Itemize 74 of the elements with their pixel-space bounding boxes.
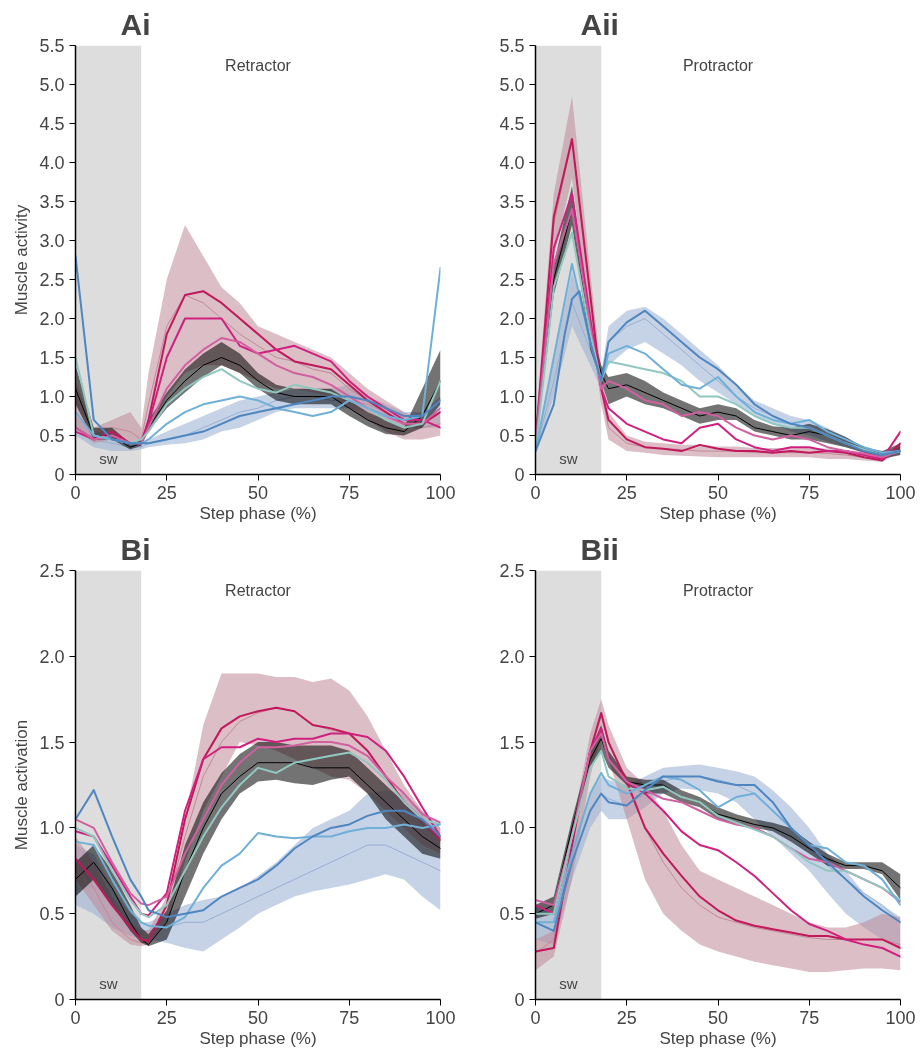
y-tick-label: 4.5 <box>499 114 525 134</box>
y-tick-label: 3.5 <box>499 192 525 212</box>
x-tick-label: 100 <box>425 1007 456 1028</box>
y-tick-label: 0.5 <box>499 904 525 925</box>
text: Protractor <box>682 581 754 599</box>
text: Protractor <box>682 56 754 74</box>
y-tick-label: 2.5 <box>499 561 525 581</box>
x-tick-label: 50 <box>707 1007 729 1028</box>
x-tick-label: 0 <box>70 482 81 503</box>
y-tick-label: 0 <box>54 990 65 1010</box>
x-tick-label: 75 <box>799 482 820 503</box>
y-tick-label: 1.5 <box>39 732 65 753</box>
chart-title: Bi <box>120 532 151 566</box>
x-axis-title: Step phase (%) <box>199 1028 317 1048</box>
chart-title: Ai <box>120 7 151 41</box>
y-axis-title: Muscle activation <box>12 719 32 851</box>
band-label: sw <box>559 449 578 467</box>
band-label: sw <box>99 974 118 992</box>
x-tick-label: 75 <box>339 482 360 503</box>
y-tick-label: 4.0 <box>499 153 525 173</box>
chart-title: Bii <box>580 532 619 566</box>
x-tick-label: 100 <box>425 482 456 503</box>
band-label: sw <box>559 974 578 992</box>
x-tick-label: 0 <box>530 1007 541 1028</box>
chart-title: Aii <box>580 7 619 41</box>
y-tick-label: 1.0 <box>499 387 525 407</box>
y-tick-label: 0.5 <box>39 426 65 446</box>
y-tick-label: 5.5 <box>39 36 65 56</box>
text: Retractor <box>225 56 292 74</box>
y-tick-label: 5.0 <box>499 75 525 95</box>
y-tick-label: 5.0 <box>39 75 65 95</box>
y-tick-label: 3.0 <box>39 231 65 251</box>
y-tick-label: 3.0 <box>499 231 525 251</box>
y-tick-label: 4.0 <box>39 153 65 173</box>
y-tick-label: 0.5 <box>499 426 525 446</box>
x-tick-label: 75 <box>799 1007 820 1028</box>
x-tick-label: 0 <box>530 482 541 503</box>
y-tick-label: 1.0 <box>499 818 525 839</box>
x-tick-label: 50 <box>247 482 269 503</box>
x-tick-label: 100 <box>885 482 916 503</box>
y-tick-label: 4.5 <box>39 114 65 134</box>
y-tick-label: 2.5 <box>39 561 65 581</box>
band-label: sw <box>99 449 118 467</box>
y-axis-title: Muscle activity <box>12 204 32 316</box>
y-tick-label: 2.0 <box>39 309 65 329</box>
y-tick-label: 3.5 <box>39 192 65 212</box>
y-tick-label: 2.0 <box>499 646 525 667</box>
x-axis-title: Step phase (%) <box>199 503 317 523</box>
x-tick-label: 50 <box>247 1007 269 1028</box>
x-tick-label: 100 <box>885 1007 916 1028</box>
y-tick-label: 0 <box>514 465 525 485</box>
y-tick-label: 0.5 <box>39 904 65 925</box>
y-tick-label: 2.0 <box>499 309 525 329</box>
y-tick-label: 0 <box>54 465 65 485</box>
y-tick-label: 0 <box>514 990 525 1010</box>
x-axis-title: Step phase (%) <box>659 503 777 523</box>
x-tick-label: 25 <box>616 1007 637 1028</box>
x-tick-label: 0 <box>70 1007 81 1028</box>
y-tick-label: 1.5 <box>39 348 65 368</box>
x-axis-title: Step phase (%) <box>659 1028 777 1048</box>
x-tick-label: 25 <box>156 1007 177 1028</box>
x-tick-label: 25 <box>156 482 177 503</box>
y-tick-label: 2.5 <box>499 270 525 290</box>
y-tick-label: 1.0 <box>39 387 65 407</box>
x-tick-label: 25 <box>616 482 637 503</box>
y-tick-label: 5.5 <box>499 36 525 56</box>
y-tick-label: 1.5 <box>499 732 525 753</box>
y-tick-label: 2.5 <box>39 270 65 290</box>
y-tick-label: 1.0 <box>39 818 65 839</box>
y-tick-label: 1.5 <box>499 348 525 368</box>
y-tick-label: 2.0 <box>39 646 65 667</box>
x-tick-label: 75 <box>339 1007 360 1028</box>
x-tick-label: 50 <box>707 482 729 503</box>
text: Retractor <box>225 581 292 599</box>
